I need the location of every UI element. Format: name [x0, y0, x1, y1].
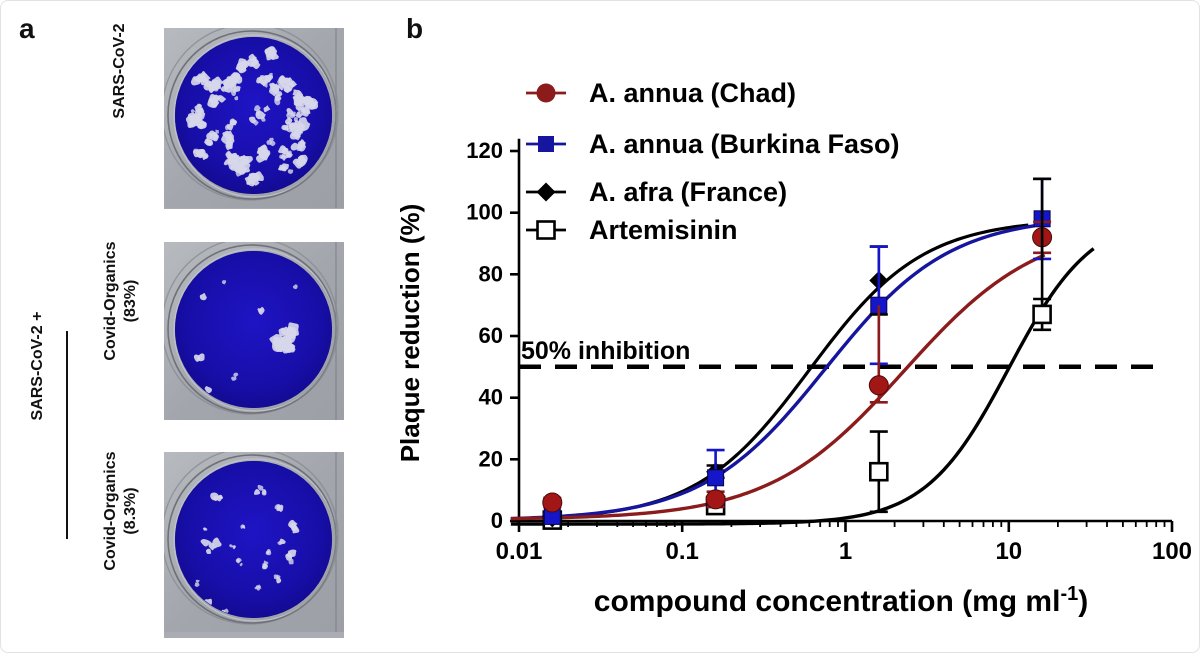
svg-text:1: 1 [839, 538, 852, 565]
svg-text:100: 100 [466, 200, 503, 225]
svg-text:40: 40 [479, 385, 503, 410]
svg-text:80: 80 [479, 261, 503, 286]
svg-text:120: 120 [466, 138, 503, 163]
svg-text:A. annua (Burkina Faso): A. annua (Burkina Faso) [589, 129, 900, 159]
svg-text:20: 20 [479, 446, 503, 471]
svg-text:compound concentration (mg ml-: compound concentration (mg ml-1) [594, 583, 1088, 618]
svg-text:A. annua (Chad): A. annua (Chad) [589, 78, 796, 108]
svg-text:0.01: 0.01 [496, 538, 543, 565]
svg-text:0: 0 [491, 508, 503, 533]
svg-text:0.1: 0.1 [666, 538, 699, 565]
svg-text:10: 10 [995, 538, 1022, 565]
svg-text:100: 100 [1152, 538, 1192, 565]
svg-text:50% inhibition: 50% inhibition [521, 337, 690, 365]
svg-text:60: 60 [479, 323, 503, 348]
svg-text:Plaque reduction (%): Plaque reduction (%) [395, 204, 425, 463]
svg-text:Artemisinin: Artemisinin [589, 215, 738, 245]
svg-text:A. afra (France): A. afra (France) [589, 177, 787, 207]
